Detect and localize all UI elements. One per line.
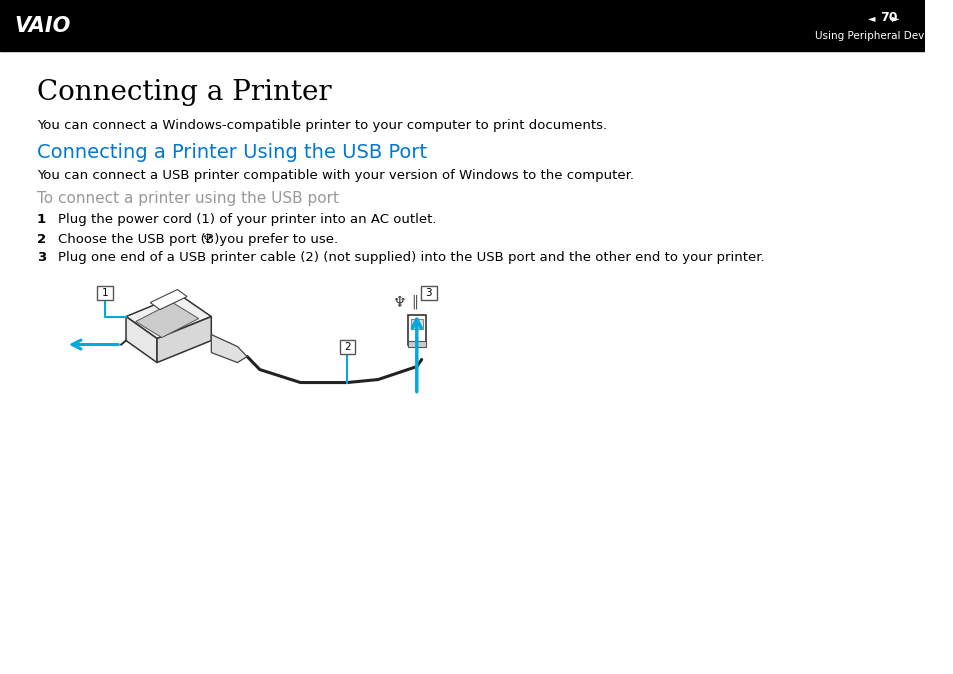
Polygon shape [126, 317, 157, 363]
Text: 1: 1 [37, 212, 46, 226]
Text: you prefer to use.: you prefer to use. [215, 233, 338, 245]
FancyBboxPatch shape [97, 286, 112, 300]
Text: 3: 3 [37, 251, 46, 264]
Polygon shape [135, 303, 198, 338]
Text: To connect a printer using the USB port: To connect a printer using the USB port [37, 191, 338, 206]
Text: ◄: ◄ [866, 13, 874, 23]
Text: ♆: ♆ [392, 295, 406, 309]
Text: You can connect a USB printer compatible with your version of Windows to the com: You can connect a USB printer compatible… [37, 168, 633, 181]
Bar [408, 340, 425, 346]
Text: Connecting a Printer: Connecting a Printer [37, 79, 331, 106]
Text: VAIO: VAIO [14, 16, 71, 36]
Bar [411, 319, 422, 328]
FancyBboxPatch shape [339, 340, 355, 354]
FancyBboxPatch shape [420, 286, 436, 300]
Text: 2: 2 [344, 342, 351, 352]
Text: ‖: ‖ [411, 295, 417, 309]
Text: Connecting a Printer Using the USB Port: Connecting a Printer Using the USB Port [37, 142, 427, 162]
Text: You can connect a Windows-compatible printer to your computer to print documents: You can connect a Windows-compatible pri… [37, 119, 606, 131]
Text: 70: 70 [880, 11, 897, 24]
Polygon shape [150, 290, 187, 309]
Polygon shape [126, 295, 211, 338]
Text: Using Peripheral Devices: Using Peripheral Devices [814, 32, 944, 41]
Text: Plug the power cord (1) of your printer into an AC outlet.: Plug the power cord (1) of your printer … [58, 212, 436, 226]
Polygon shape [211, 334, 247, 363]
Polygon shape [157, 317, 211, 363]
Text: 2: 2 [37, 233, 46, 245]
Text: Plug one end of a USB printer cable (2) (not supplied) into the USB port and the: Plug one end of a USB printer cable (2) … [58, 251, 764, 264]
Text: 3: 3 [425, 288, 432, 298]
Bar [0, 0, 923, 51]
Text: ♆: ♆ [201, 233, 213, 245]
Text: 1: 1 [102, 288, 109, 298]
Text: Choose the USB port (3): Choose the USB port (3) [58, 233, 224, 245]
Text: ►: ► [891, 13, 899, 23]
Bar [408, 315, 425, 344]
